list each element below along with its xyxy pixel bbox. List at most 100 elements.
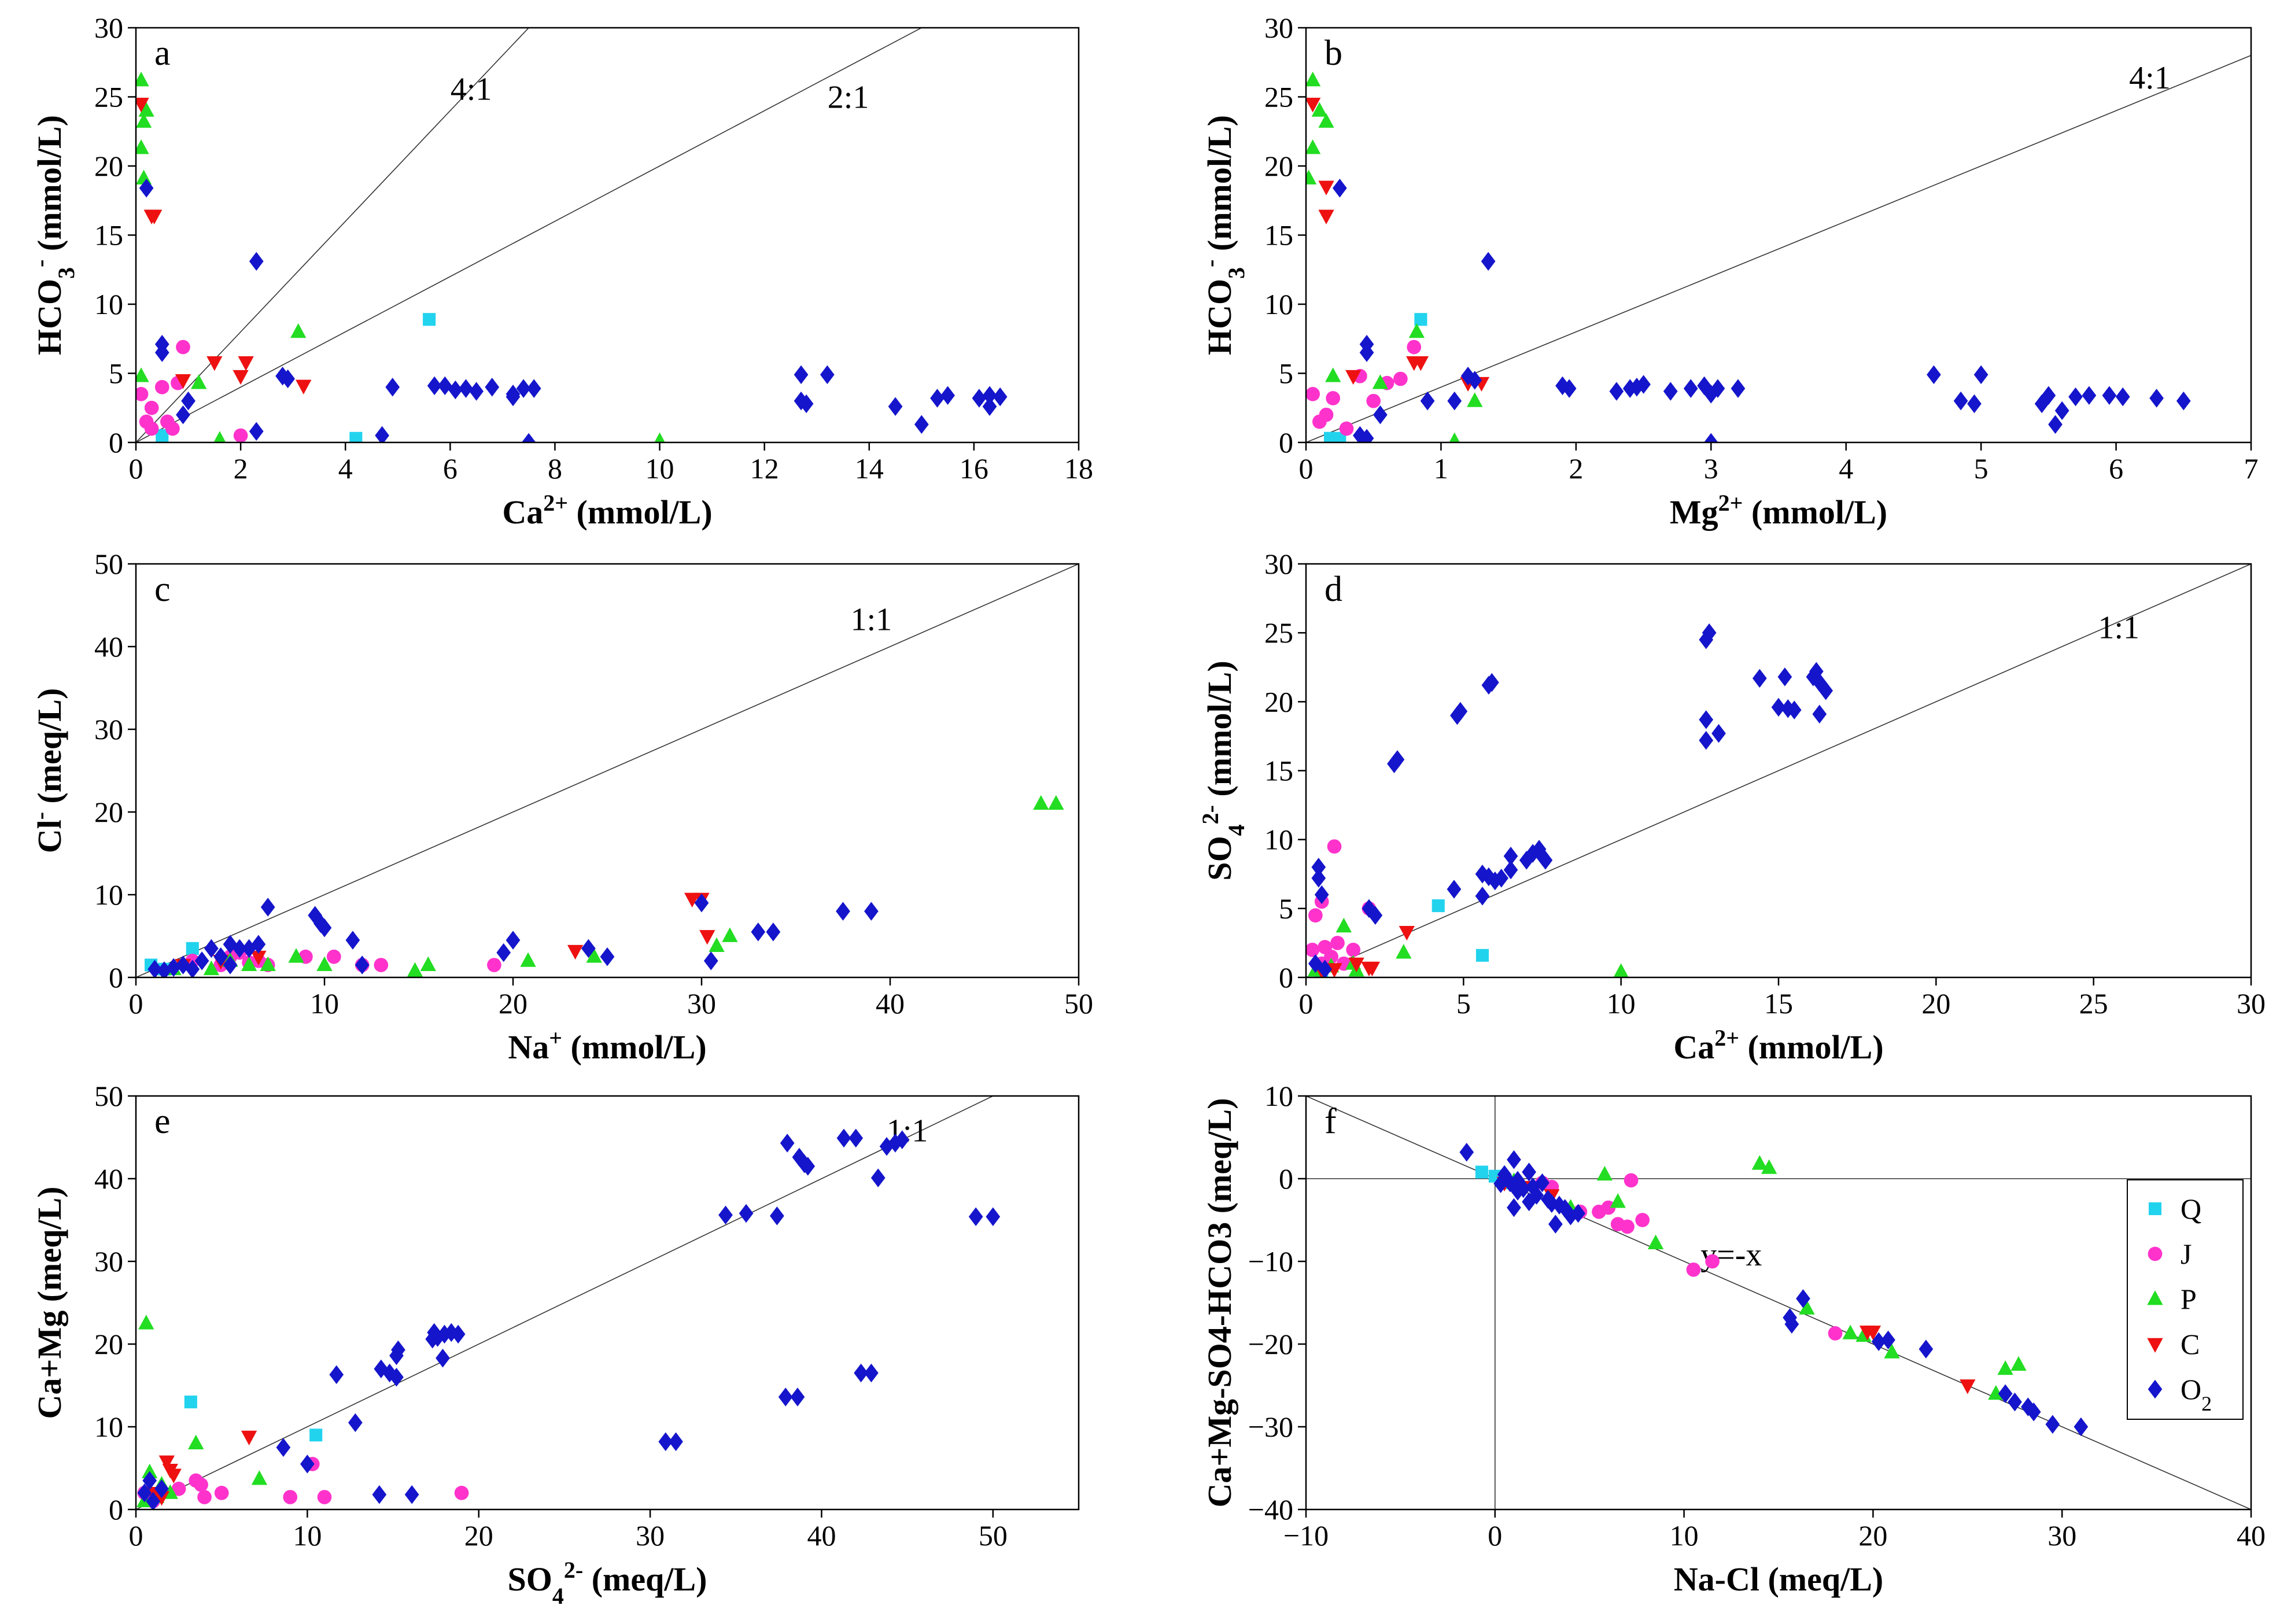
point-C: [146, 209, 163, 224]
point-O2: [895, 1130, 910, 1150]
point-O2: [1453, 702, 1468, 721]
legend-marker-O2: [2148, 1379, 2163, 1399]
x-tick-label: 4: [338, 452, 353, 485]
point-O2: [1711, 724, 1726, 743]
point-P: [188, 1434, 204, 1449]
legend-marker-C: [2147, 1338, 2163, 1353]
legend-marker-J: [2148, 1246, 2163, 1261]
point-O2: [251, 935, 266, 954]
point-P: [722, 927, 738, 942]
point-C: [1306, 98, 1321, 113]
point-J: [214, 1486, 229, 1500]
legend-label-O2: O2: [2181, 1373, 2212, 1415]
y-axis-title: Ca+Mg (meq/L): [31, 1187, 68, 1419]
point-O2: [1510, 1182, 1525, 1201]
y-tick-label: 10: [1264, 824, 1293, 856]
point-O2: [2082, 386, 2097, 405]
y-axis-title: HCO3- (mmol/L): [1197, 115, 1249, 355]
point-Q: [1432, 899, 1445, 913]
point-O2: [790, 1387, 805, 1407]
x-tick-label: −10: [1283, 1519, 1329, 1552]
y-axis-title: SO42- (mmol/L): [1197, 660, 1249, 880]
point-O2: [1493, 1174, 1508, 1193]
point-O2: [1702, 623, 1717, 643]
point-O2: [521, 433, 536, 442]
point-P: [1306, 169, 1317, 184]
y-tick-label: 0: [1279, 961, 1293, 994]
point-J: [1326, 391, 1341, 405]
panel-letter: c: [154, 570, 171, 609]
point-P: [654, 432, 665, 442]
point-P: [1596, 1165, 1613, 1181]
point-C: [238, 356, 254, 371]
point-J: [1686, 1262, 1701, 1277]
y-tick-label: 20: [1264, 685, 1293, 718]
point-O2: [914, 415, 929, 434]
x-tick-label: 0: [129, 452, 143, 485]
point-O2: [176, 405, 190, 425]
x-tick-label: 4: [1839, 452, 1853, 485]
point-O2: [1771, 697, 1786, 717]
point-P: [142, 1463, 158, 1479]
point-J: [454, 1486, 469, 1500]
point-O2: [249, 252, 264, 271]
point-C: [1412, 356, 1429, 371]
x-tick-label: 0: [1299, 452, 1314, 485]
point-J: [233, 428, 248, 442]
plot-frame: [1305, 27, 2252, 444]
point-O2: [2048, 415, 2063, 434]
point-J: [1308, 908, 1323, 923]
point-O2: [300, 1455, 315, 1474]
y-tick-label: −20: [1248, 1328, 1293, 1360]
y-tick-label: 5: [1279, 357, 1293, 390]
point-Q: [349, 431, 363, 442]
point-O2: [718, 1205, 733, 1225]
x-tick-label: 40: [807, 1519, 836, 1552]
point-O2: [276, 1438, 291, 1457]
point-O2: [2045, 1415, 2060, 1434]
point-P: [203, 960, 220, 976]
point-O2: [968, 1207, 983, 1227]
point-O2: [137, 1483, 152, 1503]
x-tick-label: 50: [979, 1519, 1008, 1552]
point-O2: [185, 959, 200, 977]
point-O2: [739, 1204, 754, 1223]
point-O2: [204, 939, 219, 958]
point-P: [251, 1470, 268, 1485]
point-P: [316, 956, 333, 971]
point-P: [1311, 102, 1327, 117]
plot-frame: [135, 27, 1080, 444]
y-tick-label: 0: [109, 426, 123, 459]
point-O2: [147, 959, 162, 977]
point-O2: [848, 1128, 864, 1148]
point-J: [1330, 936, 1345, 950]
point-O2: [1481, 252, 1496, 271]
point-O2: [1311, 869, 1326, 888]
x-tick-label: 30: [2047, 1519, 2076, 1552]
x-tick-label: 20: [499, 987, 527, 1020]
point-O2: [820, 365, 835, 385]
point-J: [1339, 421, 1354, 436]
point-O2: [1548, 1215, 1563, 1234]
point-P: [1449, 432, 1460, 442]
x-tick-label: 12: [750, 452, 779, 485]
point-O2: [1710, 379, 1725, 398]
point-Q: [1323, 431, 1337, 442]
point-O2: [1538, 851, 1553, 870]
legend-marker-Q: [2148, 1202, 2162, 1216]
point-O2: [139, 178, 154, 198]
panel-d-chart: 1:1 0 5 10 15 20 25 30 0 5 10 15 20 25 30 Ca2+ (mmol/L)…: [1197, 548, 2266, 1066]
point-J: [194, 1477, 208, 1492]
legend-label-J: J: [2181, 1238, 2192, 1270]
point-O2: [1503, 847, 1518, 866]
point-O2: [506, 387, 521, 407]
point-P: [1884, 1344, 1900, 1359]
point-P: [1997, 1360, 2013, 1375]
point-P: [288, 948, 304, 963]
point-O2: [459, 379, 473, 398]
point-O2: [1459, 1142, 1474, 1162]
point-O2: [2115, 387, 2130, 407]
point-C: [1318, 209, 1334, 224]
point-O2: [836, 902, 850, 921]
